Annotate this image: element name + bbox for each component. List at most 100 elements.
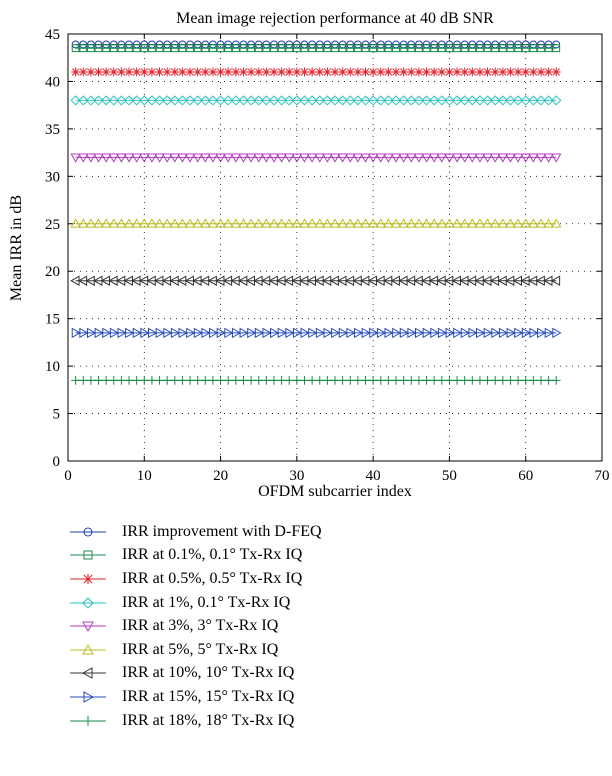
square-marker	[239, 44, 248, 53]
square-marker	[338, 44, 347, 53]
square-marker	[247, 44, 255, 53]
diamond-marker	[436, 95, 447, 106]
star-marker	[277, 67, 286, 77]
triangle-right-marker	[308, 327, 318, 339]
diamond-marker	[108, 95, 119, 106]
diamond-marker	[162, 95, 173, 106]
triangle-up-marker	[398, 218, 409, 228]
triangle-down-marker	[276, 153, 287, 163]
triangle-right-marker	[71, 327, 82, 339]
diamond-marker	[207, 95, 219, 106]
diamond-marker	[123, 95, 135, 106]
diamond-marker	[368, 95, 379, 106]
triangle-right-marker	[224, 327, 234, 339]
legend-label: IRR improvement with D-FEQ	[122, 522, 322, 540]
triangle-down-marker	[85, 153, 97, 163]
plus-marker	[368, 375, 378, 385]
triangle-down-marker	[154, 153, 165, 163]
diamond-marker	[482, 95, 493, 106]
x-tick-label: 40	[366, 468, 381, 484]
square-marker	[498, 44, 507, 53]
triangle-right-marker	[285, 327, 295, 339]
square-marker	[292, 44, 301, 53]
diamond-marker	[253, 95, 264, 106]
star-marker	[551, 67, 561, 77]
triangle-up-marker	[428, 218, 440, 228]
diamond-marker	[329, 95, 341, 106]
square-marker	[86, 44, 95, 53]
triangle-right-marker	[193, 327, 204, 339]
legend-swatch	[70, 527, 106, 537]
diamond-marker	[276, 95, 287, 106]
plot-frame	[67, 33, 603, 462]
triangle-up-marker	[268, 218, 280, 228]
star-marker	[284, 67, 294, 77]
triangle-up-marker	[161, 218, 173, 228]
triangle-right-marker	[209, 327, 219, 339]
triangle-right-marker	[392, 327, 402, 339]
star-marker	[178, 67, 187, 77]
triangle-down-marker	[245, 153, 257, 163]
square-marker	[117, 44, 126, 53]
square-marker	[277, 44, 286, 53]
series-5	[70, 153, 562, 163]
square-marker	[331, 44, 339, 53]
legend-swatch	[70, 621, 106, 633]
diamond-marker	[169, 95, 180, 106]
plus-marker	[361, 375, 370, 385]
triangle-down-marker	[322, 153, 333, 163]
series-3	[71, 67, 561, 77]
legend-label: IRR at 1%, 0.1° Tx-Rx IQ	[122, 593, 291, 611]
star-marker	[513, 67, 523, 77]
star-marker	[307, 67, 317, 77]
square-marker	[79, 44, 88, 53]
triangle-down-marker	[543, 153, 554, 163]
plus-marker	[521, 375, 531, 385]
square-marker	[437, 44, 446, 53]
plus-marker	[162, 375, 172, 385]
plus-marker	[338, 375, 348, 385]
star-marker	[483, 67, 492, 77]
legend-item: IRR at 1%, 0.1° Tx-Rx IQ	[68, 591, 448, 615]
triangle-right-marker	[86, 327, 97, 339]
square-marker	[201, 44, 210, 53]
triangle-right-marker	[338, 327, 349, 339]
plus-marker	[429, 375, 439, 385]
plus-marker	[109, 375, 119, 385]
triangle-down-marker	[345, 153, 356, 163]
y-tick-label: 15	[45, 312, 60, 328]
star-marker	[521, 67, 531, 77]
star-marker	[406, 67, 416, 77]
plus-marker	[475, 375, 485, 385]
triangle-up-marker	[421, 218, 432, 228]
diamond-marker	[497, 95, 508, 106]
diamond-marker	[116, 95, 127, 106]
triangle-up-marker	[474, 218, 486, 228]
square-marker	[537, 44, 545, 53]
diamond-marker	[413, 95, 425, 106]
triangle-right-marker	[254, 327, 265, 339]
triangle-right-marker	[384, 327, 394, 339]
triangle-up-marker	[215, 218, 226, 228]
legend-label: IRR at 15%, 15° Tx-Rx IQ	[122, 687, 295, 705]
plus-marker	[452, 375, 462, 385]
triangle-down-marker	[505, 153, 516, 163]
triangle-right-marker	[476, 327, 486, 339]
legend-item: IRR at 0.5%, 0.5° Tx-Rx IQ	[68, 567, 448, 591]
legend-item: IRR at 0.1%, 0.1° Tx-Rx IQ	[68, 544, 448, 568]
diamond-marker	[245, 95, 257, 106]
square-marker	[315, 44, 324, 53]
triangle-up-marker	[367, 218, 379, 228]
triangle-right-marker	[163, 327, 173, 339]
plus-marker	[71, 375, 81, 385]
square-marker	[445, 44, 454, 53]
legend-swatch	[70, 691, 106, 703]
star-marker	[368, 67, 378, 77]
square-marker	[186, 44, 194, 53]
plus-marker	[498, 375, 508, 385]
grid	[68, 34, 602, 461]
plus-marker	[86, 375, 96, 385]
plus-marker	[506, 375, 515, 385]
legend-item: IRR at 10%, 10° Tx-Rx IQ	[68, 662, 448, 686]
plus-marker	[117, 375, 126, 385]
